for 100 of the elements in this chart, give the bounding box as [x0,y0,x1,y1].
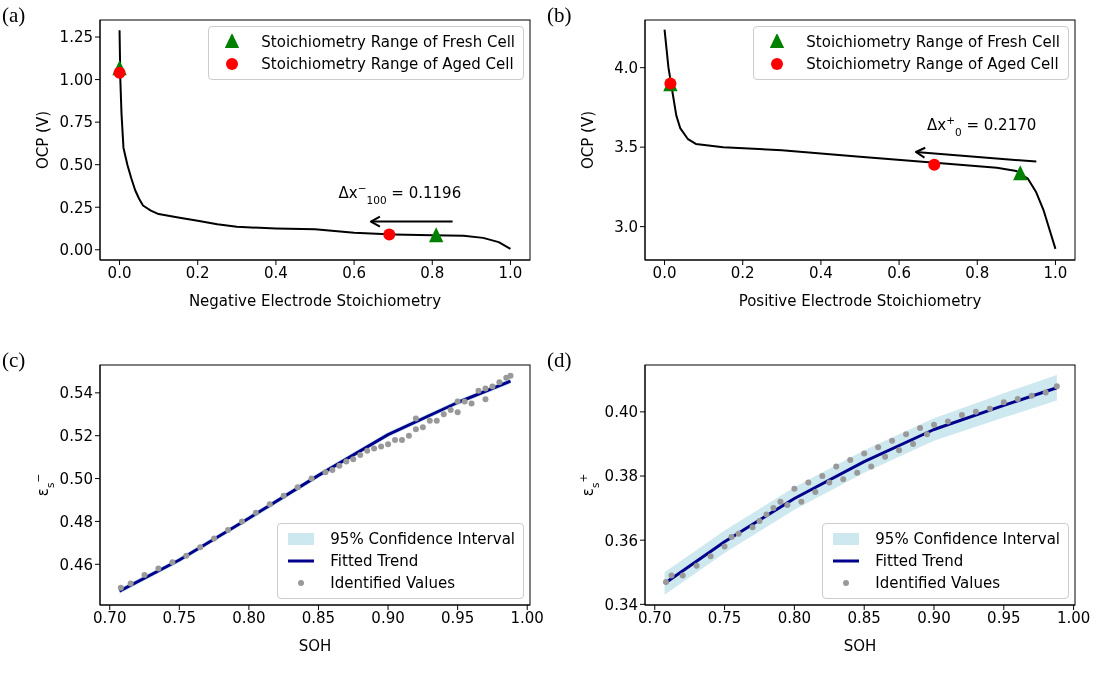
y-tick-label: 0.34 [604,595,638,614]
x-tick-label: 0.80 [777,608,812,627]
x-tick-label: 0.95 [440,608,475,627]
point [679,572,686,579]
point [405,432,412,439]
x-tick-label: 1.0 [1043,263,1068,282]
point [930,421,937,428]
point [496,379,503,386]
point [468,400,475,407]
legend-label: 95% Confidence Interval [330,529,515,550]
point [847,456,854,463]
y-tick-label: 0.00 [59,241,93,260]
point [383,228,396,241]
point [903,431,910,438]
point [322,469,329,476]
point [1053,383,1060,390]
x-tick-label: 0.90 [371,608,405,627]
point [791,485,798,492]
point [728,533,735,540]
point [412,415,419,422]
point [721,543,728,550]
point [958,412,965,419]
point [357,452,364,458]
y-tick-label: 4.0 [614,59,638,78]
point [854,469,861,476]
y-tick-label: 0.48 [59,512,93,531]
point [169,559,176,566]
x-tick-label: 0.70 [93,608,127,627]
y-tick-label: 1.25 [59,28,93,47]
point [475,387,482,394]
point [385,441,392,448]
annotation: Δx$^{−}$$_{100}$ = 0.1196 [338,181,462,206]
point [329,467,336,473]
point [419,424,426,431]
y-tick-label: 3.5 [614,138,638,157]
point [798,498,805,505]
point [784,501,791,508]
point [693,562,700,569]
point [428,227,444,243]
x-tick-label: 0.75 [162,608,197,627]
point [928,158,941,171]
point [924,431,931,438]
y-tick-label: 1.00 [59,70,93,89]
x-tick-label: 0.4 [808,263,833,282]
point [1042,389,1049,396]
point [896,447,903,454]
x-axis-title: Negative Electrode Stoichiometry [188,292,442,310]
y-tick-label: 0.46 [59,555,93,574]
point [127,580,134,587]
point [777,498,784,505]
legend-label: 95% Confidence Interval [875,529,1060,550]
point [507,372,514,379]
y-tick-label: 0.52 [59,427,93,446]
point [917,424,924,431]
x-tick-label: 0.2 [185,263,210,282]
legend-label: Stoichiometry Range of Aged Cell [261,54,514,75]
point [266,501,273,508]
point [662,578,669,585]
point [1028,392,1035,399]
point [426,417,433,424]
point [910,440,917,447]
point [482,396,489,403]
x-axis-title: SOH [298,637,332,655]
x-axis-title: SOH [843,637,877,655]
point [454,409,461,416]
y-tick-label: 0.50 [59,469,93,488]
point [350,456,357,463]
y-tick-label: 0.75 [59,113,93,132]
point [868,463,875,470]
point [398,437,405,443]
x-tick-label: 1.00 [1056,608,1091,627]
x-tick-label: 0.85 [301,608,336,627]
chart-title: (c) [2,348,26,372]
point [461,398,468,405]
x-tick-label: 0.8 [420,263,445,282]
point [882,453,889,460]
y-axis-title: OCP (V) [34,110,52,170]
point [378,443,385,450]
point [364,447,371,454]
x-tick-label: 0.85 [847,608,881,627]
point [155,565,162,572]
point [756,517,763,524]
point [812,489,819,496]
point [336,462,343,469]
x-tick-label: 0.80 [232,608,266,627]
point [343,458,350,465]
point [875,444,882,451]
point [113,66,126,79]
y-tick-label: 3.0 [614,217,638,236]
point [826,479,833,486]
y-tick-label: 0.36 [604,531,638,550]
x-tick-label: 0.6 [887,263,912,282]
x-axis-title: Positive Electrode Stoichiometry [738,292,982,310]
legend-label: Stoichiometry Range of Fresh Cell [261,32,515,53]
y-tick-label: 0.54 [59,384,93,403]
point [412,426,419,433]
x-tick-label: 0.6 [342,263,367,282]
point [211,535,218,542]
x-tick-label: 0.0 [652,263,677,282]
point [238,518,245,525]
